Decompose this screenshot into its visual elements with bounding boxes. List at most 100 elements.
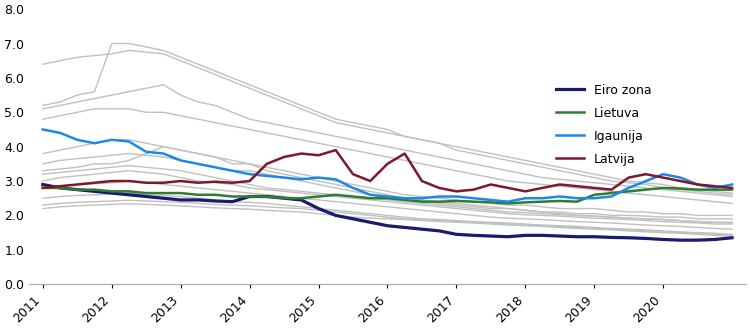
Igaunija (641, 179, 650, 183)
Eiro zona (366, 220, 375, 224)
Latvija (624, 176, 633, 180)
Latvija (418, 179, 427, 183)
Lietuva (124, 190, 134, 193)
Line: Lietuva: Lietuva (43, 188, 732, 203)
Igaunija (159, 152, 168, 156)
Lietuva (38, 186, 47, 190)
Latvija (728, 186, 736, 190)
Eiro zona (434, 229, 443, 233)
Lietuva (332, 193, 340, 197)
Lietuva (503, 201, 512, 205)
Eiro zona (245, 194, 254, 198)
Latvija (607, 188, 616, 191)
Latvija (297, 152, 306, 156)
Lietuva (349, 194, 358, 198)
Igaunija (693, 183, 702, 187)
Lietuva (400, 198, 410, 202)
Eiro zona (624, 236, 633, 240)
Igaunija (142, 150, 151, 154)
Latvija (710, 184, 719, 188)
Latvija (107, 179, 116, 183)
Eiro zona (641, 237, 650, 240)
Latvija (590, 186, 598, 190)
Latvija (262, 162, 272, 166)
Eiro zona (297, 198, 306, 202)
Lietuva (520, 200, 530, 204)
Latvija (676, 179, 685, 183)
Latvija (452, 190, 460, 193)
Igaunija (538, 196, 547, 200)
Igaunija (383, 194, 392, 198)
Igaunija (572, 196, 581, 200)
Lietuva (590, 193, 598, 197)
Eiro zona (262, 194, 272, 198)
Eiro zona (332, 214, 340, 217)
Igaunija (176, 159, 185, 163)
Eiro zona (159, 196, 168, 200)
Eiro zona (418, 227, 427, 231)
Lietuva (538, 200, 547, 204)
Igaunija (314, 176, 323, 180)
Latvija (314, 153, 323, 157)
Lietuva (469, 200, 478, 204)
Igaunija (452, 194, 460, 198)
Eiro zona (211, 199, 220, 203)
Eiro zona (400, 225, 410, 229)
Eiro zona (503, 235, 512, 239)
Line: Latvija: Latvija (43, 150, 732, 191)
Latvija (38, 186, 47, 190)
Lietuva (56, 186, 64, 190)
Lietuva (297, 196, 306, 200)
Igaunija (194, 162, 202, 166)
Latvija (503, 186, 512, 190)
Lietuva (572, 200, 581, 204)
Lietuva (73, 188, 82, 191)
Lietuva (366, 196, 375, 200)
Eiro zona (572, 235, 581, 239)
Igaunija (434, 194, 443, 198)
Eiro zona (194, 198, 202, 202)
Igaunija (332, 177, 340, 181)
Lietuva (693, 188, 702, 191)
Latvija (641, 172, 650, 176)
Igaunija (607, 194, 616, 198)
Eiro zona (538, 233, 547, 237)
Lietuva (194, 193, 202, 197)
Lietuva (728, 188, 736, 191)
Latvija (469, 188, 478, 191)
Eiro zona (555, 234, 564, 238)
Latvija (245, 179, 254, 183)
Eiro zona (56, 186, 64, 190)
Eiro zona (280, 196, 289, 200)
Igaunija (90, 141, 99, 145)
Igaunija (107, 138, 116, 142)
Igaunija (555, 194, 564, 198)
Igaunija (400, 196, 410, 200)
Lietuva (434, 200, 443, 204)
Eiro zona (452, 232, 460, 236)
Latvija (228, 181, 237, 185)
Lietuva (90, 188, 99, 191)
Lietuva (159, 191, 168, 195)
Latvija (366, 179, 375, 183)
Igaunija (38, 128, 47, 132)
Latvija (194, 181, 202, 185)
Latvija (176, 179, 185, 183)
Latvija (400, 152, 410, 156)
Latvija (124, 179, 134, 183)
Latvija (159, 181, 168, 185)
Lietuva (676, 187, 685, 190)
Eiro zona (90, 190, 99, 193)
Eiro zona (693, 238, 702, 242)
Latvija (520, 190, 530, 193)
Igaunija (486, 198, 495, 202)
Igaunija (124, 139, 134, 143)
Eiro zona (383, 224, 392, 228)
Igaunija (280, 176, 289, 180)
Latvija (332, 148, 340, 152)
Lietuva (142, 191, 151, 195)
Igaunija (349, 186, 358, 190)
Igaunija (418, 196, 427, 200)
Lietuva (245, 194, 254, 198)
Latvija (280, 155, 289, 159)
